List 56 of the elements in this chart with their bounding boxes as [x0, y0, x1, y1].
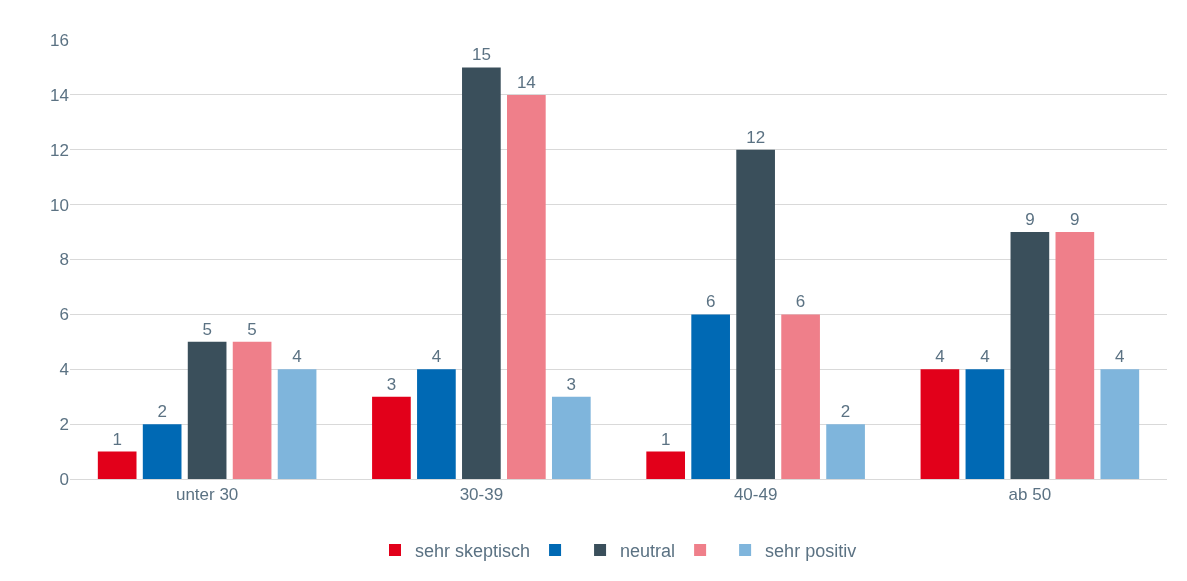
data-label: 4 — [1115, 347, 1125, 367]
data-label: 4 — [292, 347, 302, 367]
bar — [1100, 369, 1140, 479]
legend-label: sehr skeptisch — [415, 540, 531, 561]
legend-label: neutral — [620, 540, 676, 561]
bar — [736, 149, 775, 479]
x-tick-label: ab 50 — [1008, 485, 1052, 505]
data-label: 9 — [1070, 210, 1080, 230]
data-label: 4 — [935, 347, 945, 367]
y-tick-label: 0 — [59, 469, 69, 489]
data-label: 12 — [746, 127, 766, 147]
y-tick-label: 8 — [59, 250, 69, 270]
data-label: 4 — [431, 347, 442, 367]
data-label: 2 — [840, 402, 851, 422]
x-tick-label: 40-49 — [733, 485, 778, 505]
bar — [277, 369, 317, 479]
data-label: 5 — [247, 319, 257, 339]
data-label: 15 — [471, 45, 491, 65]
bar — [551, 396, 591, 479]
y-tick-label: 2 — [59, 415, 69, 435]
y-tick-label: 16 — [50, 30, 69, 50]
data-label: 1 — [660, 429, 671, 449]
data-label: 3 — [566, 374, 577, 394]
y-tick-label: 6 — [59, 305, 69, 325]
y-tick-label: 4 — [59, 360, 69, 380]
x-tick-label: unter 30 — [175, 485, 239, 505]
y-tick-label: 14 — [50, 85, 69, 105]
y-tick-label: 10 — [50, 195, 69, 215]
bar — [1055, 232, 1095, 479]
y-tick-label: 12 — [50, 140, 69, 160]
bar — [1010, 232, 1050, 479]
bar — [965, 369, 1005, 479]
data-label: 1 — [112, 429, 122, 449]
bar — [97, 451, 137, 479]
bar — [920, 369, 960, 479]
bar — [691, 314, 730, 479]
bar — [507, 94, 546, 479]
bar — [142, 424, 182, 479]
data-label: 9 — [1025, 210, 1035, 230]
bar — [372, 396, 411, 479]
data-label: 3 — [386, 374, 397, 394]
bar — [826, 424, 865, 479]
bar — [646, 451, 686, 479]
data-label: 6 — [705, 292, 716, 312]
data-label: 5 — [202, 319, 212, 339]
data-label: 14 — [516, 72, 536, 92]
data-label: 2 — [157, 402, 167, 422]
x-tick-label: 30-39 — [459, 485, 504, 505]
bar — [187, 341, 227, 479]
data-label: 4 — [980, 347, 990, 367]
bar — [232, 341, 272, 479]
legend-label: sehr positiv — [765, 540, 857, 561]
bar — [462, 67, 501, 479]
bar — [417, 369, 456, 479]
bar — [781, 314, 820, 479]
data-label: 6 — [795, 292, 806, 312]
